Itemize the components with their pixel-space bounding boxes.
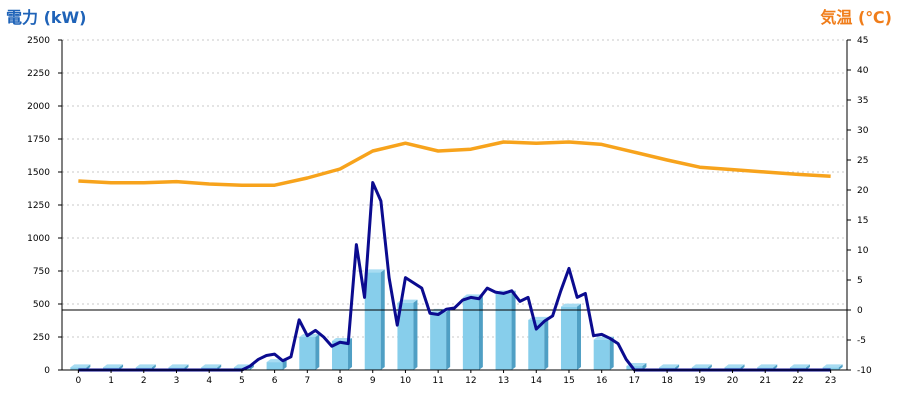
bar-top: [135, 364, 156, 368]
bar: [332, 340, 349, 370]
x-tick-label: 9: [370, 376, 376, 386]
right-tick-label: 25: [857, 156, 868, 166]
right-tick-label: 40: [857, 66, 869, 76]
right-tick-label: -5: [857, 336, 866, 346]
x-tick-label: 1: [108, 376, 114, 386]
bar-top: [70, 364, 91, 368]
x-tick-label: 17: [629, 376, 640, 386]
left-tick-label: 2000: [27, 102, 50, 112]
bar-top: [659, 364, 680, 368]
bar-side: [446, 308, 451, 370]
left-axis-title: 電力 (kW): [6, 8, 87, 27]
bar-top: [789, 364, 810, 368]
bar-top: [560, 303, 581, 307]
right-tick-label: 45: [857, 36, 868, 46]
right-tick-label: 5: [857, 276, 863, 286]
right-tick-label: 10: [857, 246, 869, 256]
left-tick-label: 0: [44, 366, 50, 376]
right-tick-label: 35: [857, 96, 868, 106]
bar: [364, 272, 381, 370]
bar-side: [609, 336, 614, 370]
bar: [299, 337, 316, 370]
x-tick-label: 14: [531, 376, 543, 386]
bar-side: [380, 269, 385, 370]
x-tick-label: 18: [661, 376, 673, 386]
bar-side: [838, 364, 843, 370]
bar-top: [822, 364, 843, 368]
bar-top: [462, 294, 483, 298]
bar-top: [168, 364, 189, 368]
x-tick-label: 3: [174, 376, 180, 386]
x-tick-label: 16: [596, 376, 608, 386]
left-tick-label: 1250: [27, 201, 50, 211]
x-tick-label: 19: [694, 376, 706, 386]
right-tick-label: 0: [857, 306, 863, 316]
left-tick-label: 1000: [27, 234, 50, 244]
bar-side: [348, 337, 353, 370]
x-tick-label: 22: [792, 376, 803, 386]
bar-side: [576, 303, 581, 370]
bar: [397, 302, 414, 370]
x-tick-label: 12: [465, 376, 476, 386]
left-tick-label: 750: [33, 267, 50, 277]
bar-side: [315, 334, 320, 370]
bar-top: [724, 364, 745, 368]
bar-side: [642, 363, 647, 370]
bar-top: [201, 364, 222, 368]
right-tick-label: 30: [857, 126, 869, 136]
left-tick-label: 2500: [27, 36, 50, 46]
bar-side: [511, 290, 516, 370]
bar-top: [364, 269, 385, 273]
left-tick-label: 1500: [27, 168, 50, 178]
right-tick-label: -10: [857, 366, 872, 376]
x-tick-label: 5: [239, 376, 245, 386]
bar-top: [691, 364, 712, 368]
x-tick-label: 4: [206, 376, 212, 386]
bar-side: [413, 299, 418, 370]
bar: [528, 319, 545, 370]
bar-side: [249, 364, 254, 370]
bar: [593, 339, 610, 370]
right-tick-label: 15: [857, 216, 868, 226]
x-tick-label: 11: [432, 376, 443, 386]
left-tick-label: 1750: [27, 135, 50, 145]
temperature-line: [78, 140, 831, 187]
x-tick-label: 23: [825, 376, 836, 386]
bar-top: [757, 364, 778, 368]
power-line: [78, 181, 831, 372]
right-tick-label: 20: [857, 186, 869, 196]
x-tick-label: 6: [272, 376, 278, 386]
bar-top: [103, 364, 124, 368]
x-tick-label: 2: [141, 376, 147, 386]
bar: [495, 293, 512, 370]
x-tick-label: 0: [75, 376, 81, 386]
x-tick-label: 10: [400, 376, 412, 386]
bar: [266, 362, 283, 370]
bar-side: [478, 294, 483, 370]
right-axis-title: 気温 (℃): [820, 8, 892, 27]
bar-side: [544, 316, 549, 370]
left-tick-label: 2250: [27, 69, 50, 79]
left-tick-label: 500: [33, 300, 50, 310]
x-tick-label: 21: [760, 376, 771, 386]
bar: [560, 306, 577, 370]
x-tick-label: 7: [304, 376, 310, 386]
x-tick-label: 8: [337, 376, 343, 386]
x-tick-label: 20: [727, 376, 739, 386]
left-tick-label: 250: [33, 333, 50, 343]
bar: [430, 311, 447, 370]
bar: [462, 297, 479, 370]
x-tick-label: 13: [498, 376, 509, 386]
x-tick-label: 15: [563, 376, 574, 386]
